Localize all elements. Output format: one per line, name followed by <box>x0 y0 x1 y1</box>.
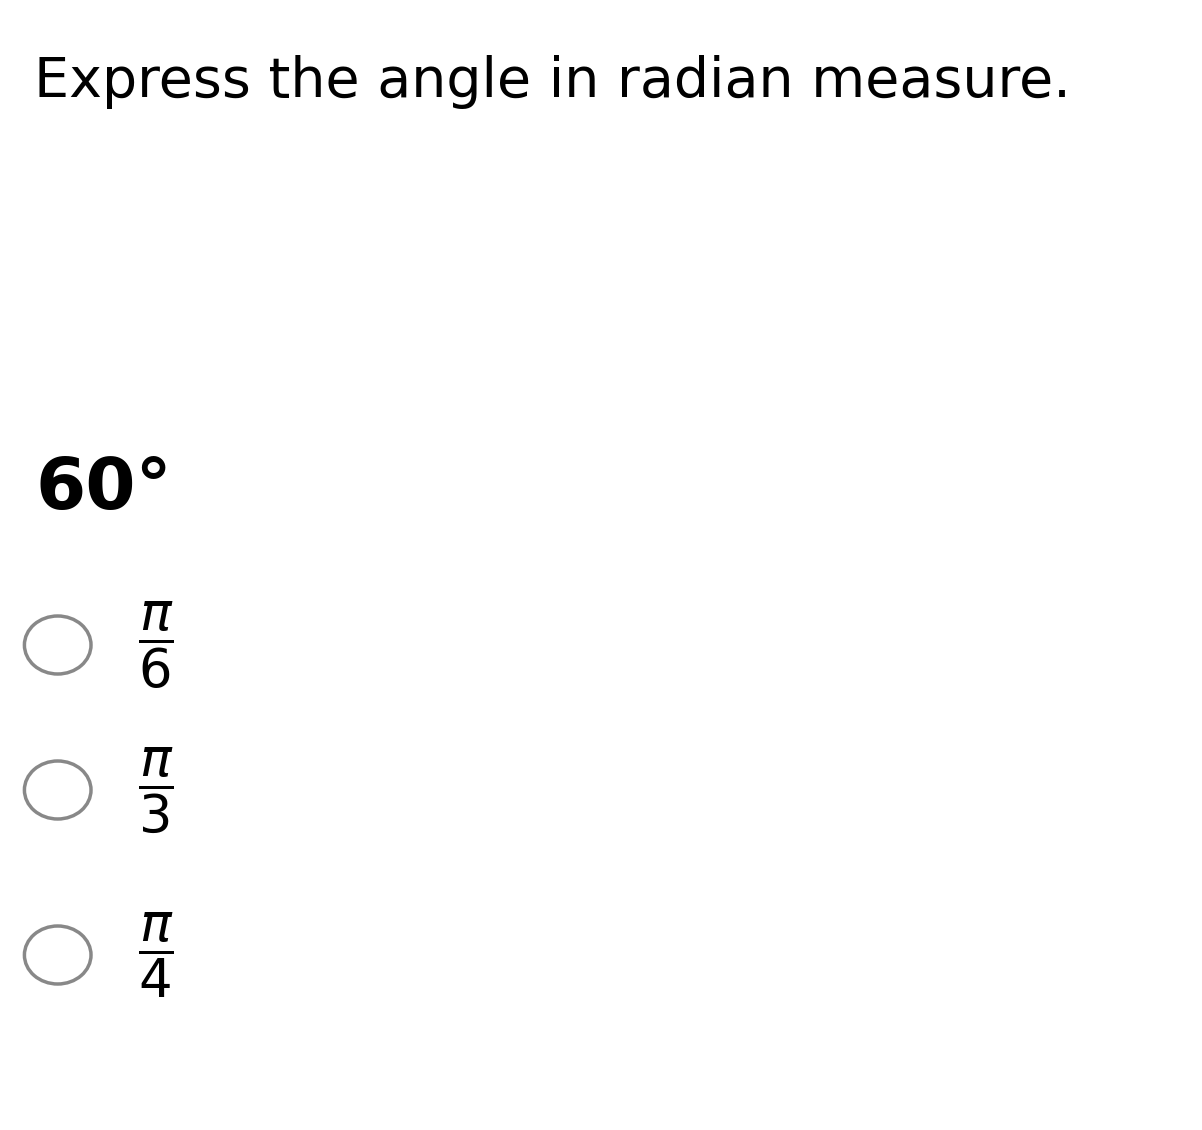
Text: $\dfrac{\pi}{3}$: $\dfrac{\pi}{3}$ <box>137 745 173 835</box>
Text: $\dfrac{\pi}{4}$: $\dfrac{\pi}{4}$ <box>137 911 173 1000</box>
Text: Express the angle in radian measure.: Express the angle in radian measure. <box>34 55 1071 108</box>
Text: $\dfrac{\pi}{6}$: $\dfrac{\pi}{6}$ <box>137 599 173 690</box>
Text: 60°: 60° <box>36 455 172 524</box>
